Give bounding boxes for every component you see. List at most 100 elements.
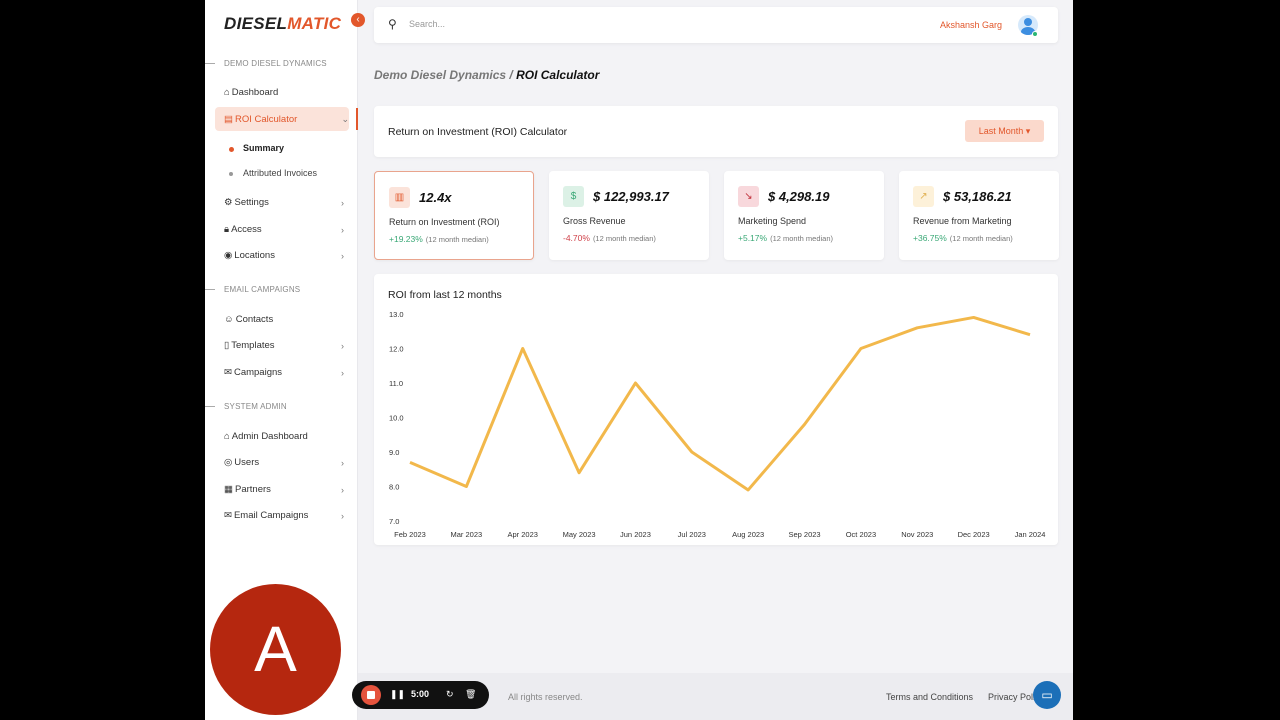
x-tick-label: Oct 2023 xyxy=(846,530,876,539)
stat-value: $ 122,993.17 xyxy=(593,189,669,204)
building-icon: ▦ xyxy=(224,484,233,495)
data-point[interactable] xyxy=(690,450,694,454)
stat-value: $ 53,186.21 xyxy=(943,189,1012,204)
breadcrumb-parent[interactable]: Demo Diesel Dynamics / xyxy=(374,68,513,82)
trash-icon[interactable]: 🗑︎ xyxy=(465,689,477,699)
data-point[interactable] xyxy=(803,422,807,426)
user-avatar-overlay: A xyxy=(210,584,341,715)
user-name[interactable]: Akshansh Garg xyxy=(939,20,1002,30)
y-tick-label: 8.0 xyxy=(389,483,399,492)
roi-series-line xyxy=(409,315,1031,492)
chat-launcher-button[interactable]: ▭ xyxy=(1033,681,1061,709)
breadcrumb-current: ROI Calculator xyxy=(516,68,600,82)
collapse-sidebar-button[interactable]: ‹ xyxy=(351,13,365,27)
pause-icon[interactable]: ❚❚ xyxy=(390,689,406,699)
sidebar-item-partners[interactable]: ▦ Partners › xyxy=(224,484,344,495)
sidebar-item-campaigns[interactable]: ✉ Campaigns › xyxy=(224,367,344,378)
lock-icon: 🔒︎ xyxy=(224,224,230,235)
user-icon: ☺ xyxy=(224,314,234,325)
data-point[interactable] xyxy=(859,347,863,351)
section-label: EMAIL CAMPAIGNS xyxy=(204,285,301,294)
sidebar-item-admin-dashboard[interactable]: ⌂ Admin Dashboard xyxy=(224,431,308,442)
recording-timer: 5:00 xyxy=(411,689,430,699)
stat-label: Return on Investment (ROI) xyxy=(389,217,500,227)
recording-toolbar: ❚❚ 5:00 ↻ 🗑︎ xyxy=(352,681,489,709)
y-tick-label: 11.0 xyxy=(389,379,403,388)
period-dropdown[interactable]: Last Month ▾ xyxy=(965,120,1044,142)
user-circle-icon: ◎ xyxy=(224,457,233,468)
y-tick-label: 12.0 xyxy=(389,345,404,354)
sidebar-item-access[interactable]: 🔒︎ Access › xyxy=(224,224,344,235)
sidebar-item-roi-calculator[interactable]: ▤ ROI Calculator ⌄ xyxy=(215,107,349,131)
data-point[interactable] xyxy=(521,347,525,351)
copyright: All rights reserved. xyxy=(508,692,583,702)
chart-title: ROI from last 12 months xyxy=(388,289,502,301)
y-tick-label: 9.0 xyxy=(389,448,399,457)
sidebar-item-locations[interactable]: ◉ Locations › xyxy=(224,250,344,261)
x-tick-label: Apr 2023 xyxy=(508,530,538,539)
x-tick-label: Aug 2023 xyxy=(732,530,764,539)
restart-icon[interactable]: ↻ xyxy=(446,689,454,699)
stat-card-revenue-from-marketing[interactable]: ↗ $ 53,186.21 Revenue from Marketing +36… xyxy=(899,171,1059,260)
section-label: SYSTEM ADMIN xyxy=(205,402,287,411)
stat-card-marketing-spend[interactable]: ↘ $ 4,298.19 Marketing Spend +5.17% (12 m… xyxy=(724,171,884,260)
y-tick-label: 7.0 xyxy=(389,517,399,526)
terms-link[interactable]: Terms and Conditions xyxy=(886,692,974,702)
y-tick-label: 10.0 xyxy=(389,414,404,423)
roi-chart-card: ROI from last 12 months 13.0 12.0 11.0 10.0… xyxy=(374,274,1058,545)
home-icon: ⌂ xyxy=(224,431,230,442)
data-point[interactable] xyxy=(577,471,581,475)
breadcrumb: Demo Diesel Dynamics / ROI Calculator xyxy=(374,68,599,82)
active-indicator xyxy=(356,108,358,130)
sidebar-subitem-summary[interactable]: Summary xyxy=(228,143,285,153)
dollar-icon: $ xyxy=(563,186,584,207)
sidebar-item-templates[interactable]: ▯ Templates › xyxy=(224,340,344,351)
online-status-dot xyxy=(1032,31,1038,37)
chevron-right-icon: › xyxy=(341,197,344,208)
sidebar-item-contacts[interactable]: ☺ Contacts xyxy=(224,314,274,325)
x-tick-label: Dec 2023 xyxy=(958,530,990,539)
chevron-right-icon: › xyxy=(341,510,344,521)
stat-label: Gross Revenue xyxy=(563,216,626,226)
stat-change: -4.70% (12 month median) xyxy=(563,233,656,243)
sidebar-item-email-campaigns[interactable]: ✉ Email Campaigns › xyxy=(224,510,344,521)
chevron-right-icon: › xyxy=(341,250,344,261)
sidebar-item-settings[interactable]: ⚙ Settings › xyxy=(224,197,344,208)
stop-recording-button[interactable] xyxy=(361,685,381,705)
sidebar-item-dashboard[interactable]: ⌂ Dashboard xyxy=(224,87,279,98)
data-point[interactable] xyxy=(972,315,976,319)
home-icon: ⌂ xyxy=(224,87,230,98)
search-input[interactable]: Search... xyxy=(409,19,446,29)
trend-down-icon: ↘ xyxy=(738,186,759,207)
sidebar-item-users[interactable]: ◎ Users › xyxy=(224,457,344,468)
data-point[interactable] xyxy=(408,460,412,464)
avatar[interactable] xyxy=(1018,15,1038,35)
data-point[interactable] xyxy=(1028,333,1032,337)
header-card: Return on Investment (ROI) Calculator La… xyxy=(374,106,1058,157)
stat-value: 12.4x xyxy=(419,190,452,205)
data-point[interactable] xyxy=(464,485,468,489)
data-point[interactable] xyxy=(915,326,919,330)
x-tick-label: Feb 2023 xyxy=(394,530,426,539)
y-tick-label: 13.0 xyxy=(389,310,404,319)
stat-change: +19.23% (12 month median) xyxy=(389,234,489,244)
x-tick-label: Jan 2024 xyxy=(1015,530,1046,539)
data-point[interactable] xyxy=(633,381,637,385)
search-icon: ⚲ xyxy=(388,17,397,31)
x-tick-label: May 2023 xyxy=(563,530,596,539)
chevron-right-icon: › xyxy=(341,367,344,378)
bar-chart-icon: ▥ xyxy=(389,187,410,208)
chevron-right-icon: › xyxy=(341,340,344,351)
data-point[interactable] xyxy=(746,488,750,492)
sidebar-subitem-attributed-invoices[interactable]: Attributed Invoices xyxy=(228,168,318,178)
stat-change: +36.75% (12 month median) xyxy=(913,233,1013,243)
privacy-link[interactable]: Privacy Policy xyxy=(988,692,1045,702)
stat-label: Marketing Spend xyxy=(738,216,807,226)
stat-card-gross-revenue[interactable]: $ $ 122,993.17 Gross Revenue -4.70% (12 m… xyxy=(549,171,709,260)
stat-card-roi[interactable]: ▥ 12.4x Return on Investment (ROI) +19.2… xyxy=(374,171,534,260)
document-icon: ▯ xyxy=(224,340,230,351)
pin-icon: ◉ xyxy=(224,250,233,261)
logo[interactable]: DIESELMATIC xyxy=(224,14,342,33)
x-tick-label: Jun 2023 xyxy=(620,530,651,539)
chevron-down-icon: ⌄ xyxy=(341,113,349,124)
